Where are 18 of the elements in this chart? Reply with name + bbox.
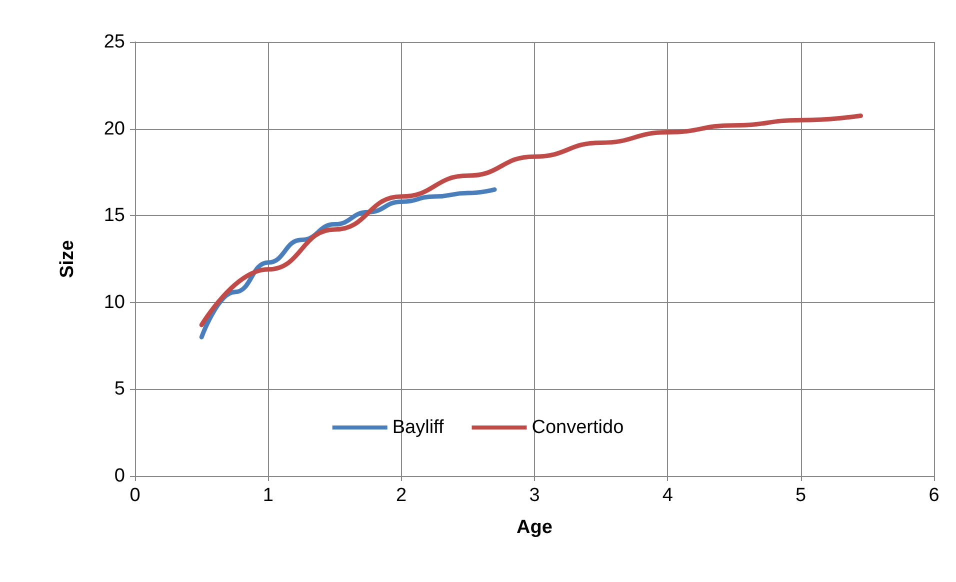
x-axis-title: Age <box>516 517 552 538</box>
x-tick-label: 2 <box>396 485 407 506</box>
y-tick-label: 0 <box>114 466 125 486</box>
x-tick-label: 4 <box>662 485 674 506</box>
x-tick-label: 1 <box>262 485 274 506</box>
line-series <box>199 114 864 328</box>
y-tick-label: 25 <box>104 32 125 52</box>
legend-label: Convertido <box>532 417 624 438</box>
y-tick-label: 5 <box>114 378 125 400</box>
y-axis-title: Size <box>57 240 78 278</box>
y-tick-label: 15 <box>104 205 125 226</box>
y-tick-label: 20 <box>104 118 125 140</box>
legend-label: Bayliff <box>392 417 444 438</box>
y-tick-label: 10 <box>104 292 125 313</box>
x-tick-label: 3 <box>529 485 540 506</box>
x-tick-label: 5 <box>796 485 806 506</box>
x-tick-label: 0 <box>130 485 140 506</box>
x-tick-label: 6 <box>928 485 940 506</box>
